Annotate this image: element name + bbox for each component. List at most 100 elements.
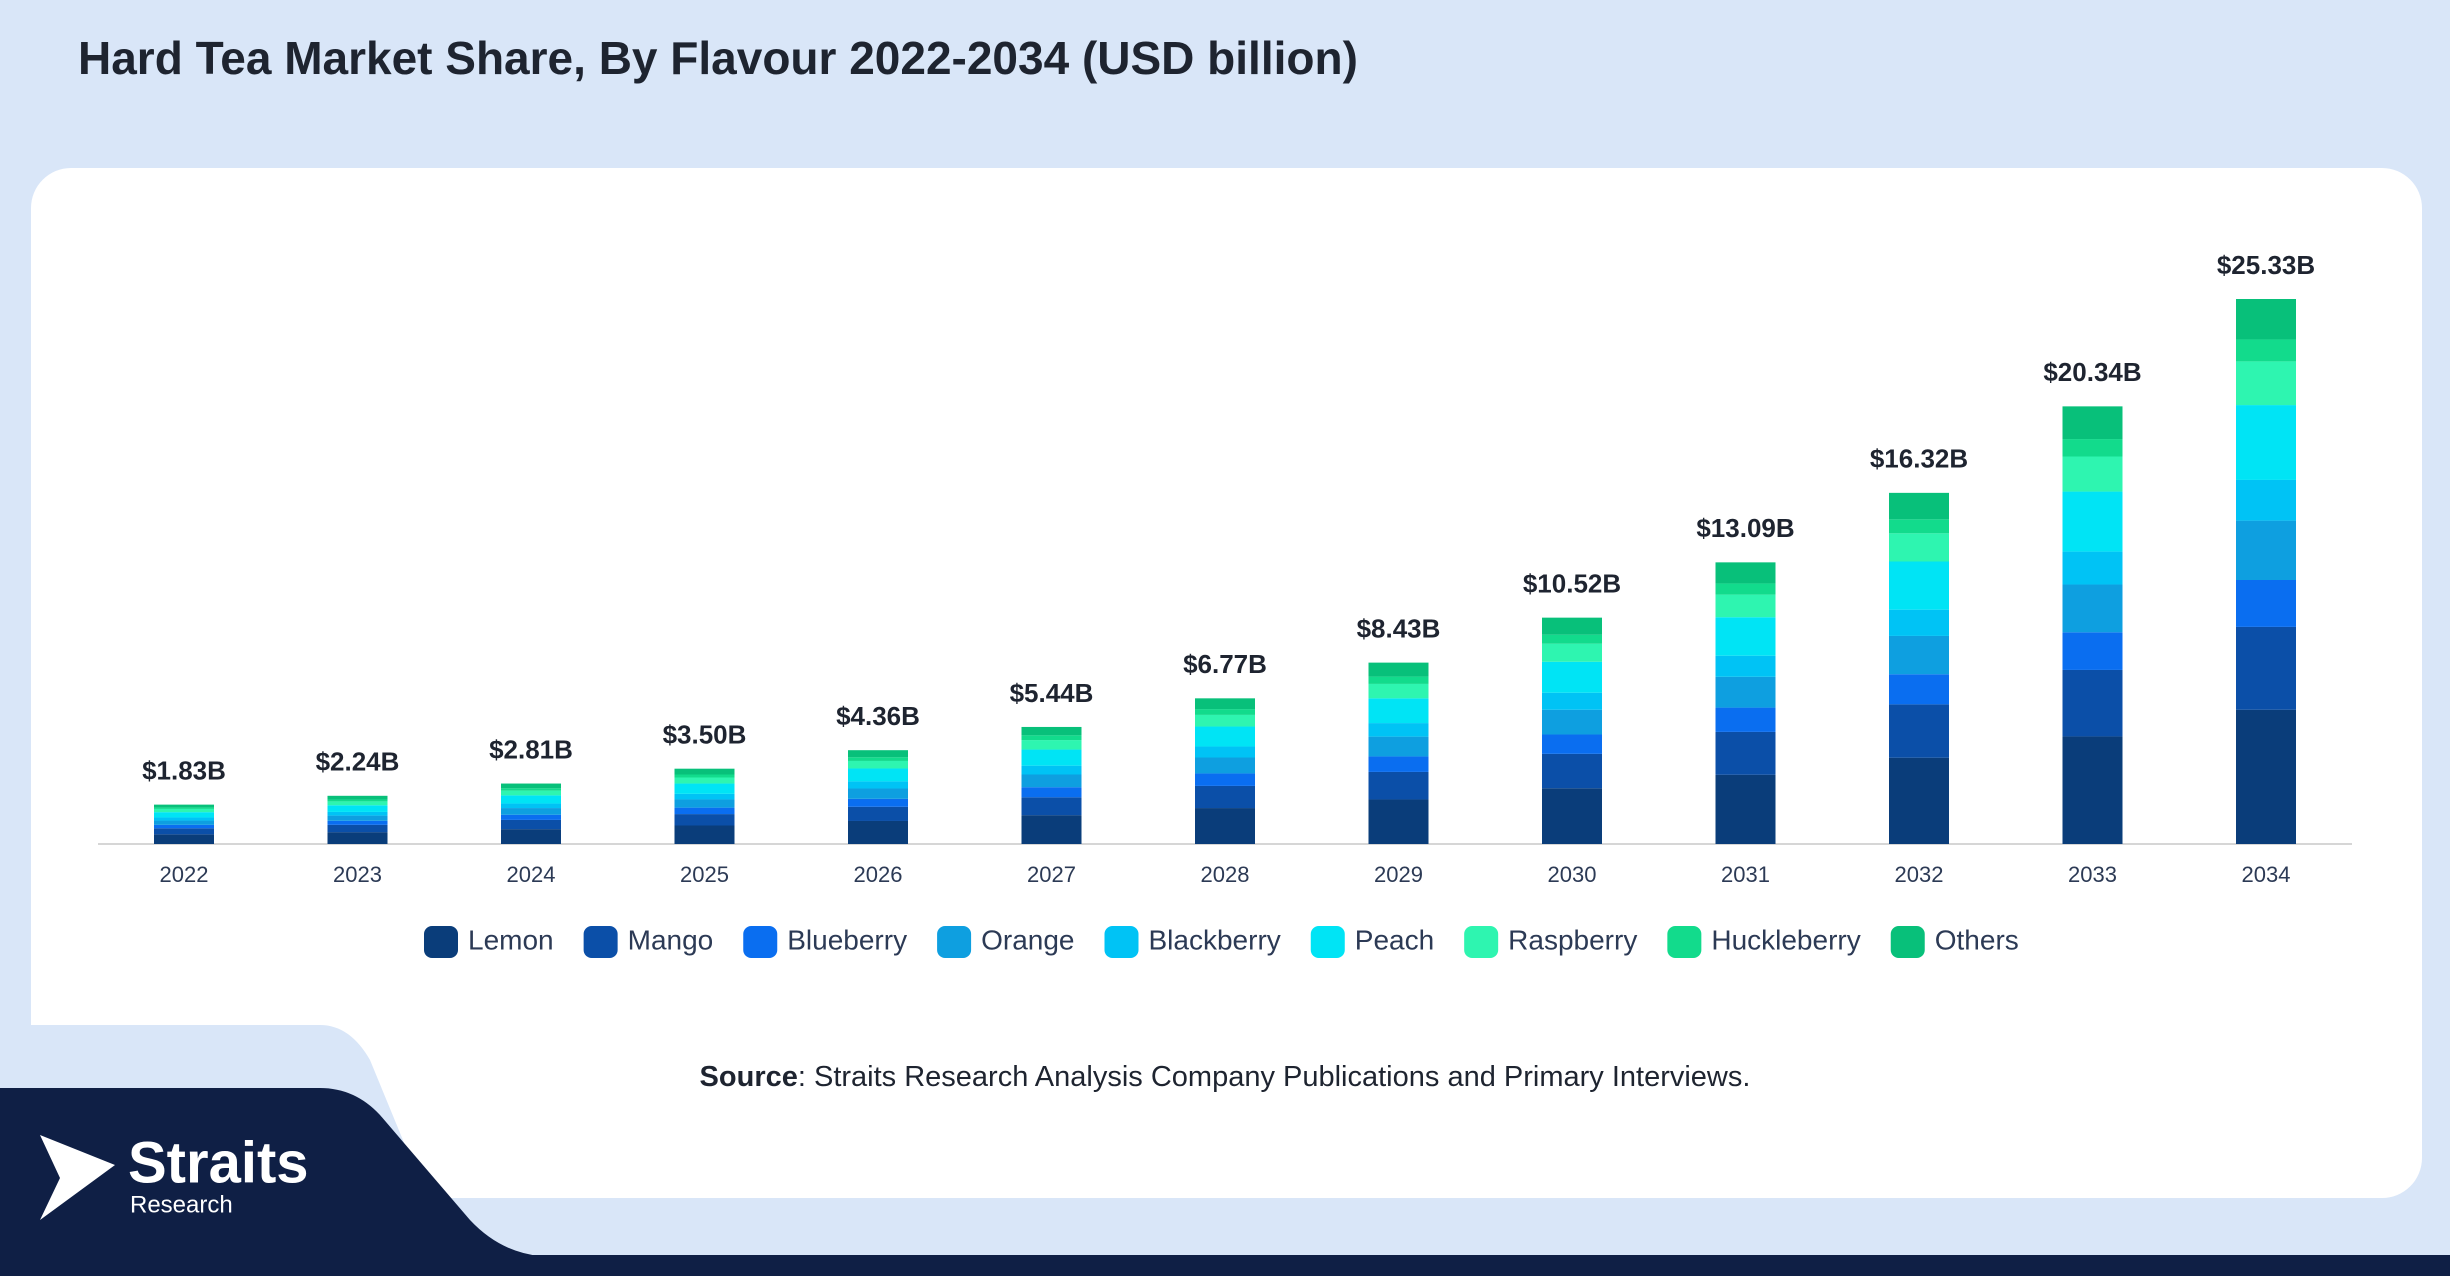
total-label: $3.50B bbox=[663, 720, 747, 750]
bar-segment bbox=[2236, 339, 2296, 362]
bar-segment bbox=[154, 820, 214, 825]
bar-segment bbox=[1195, 808, 1255, 844]
source-label: Source bbox=[700, 1061, 798, 1093]
bar-segment bbox=[848, 788, 908, 799]
total-label: $25.33B bbox=[2217, 250, 2315, 280]
bar-segment bbox=[848, 760, 908, 769]
bar-segment bbox=[1542, 617, 1602, 635]
bar-segment bbox=[1195, 746, 1255, 758]
legend-swatch bbox=[1310, 926, 1345, 958]
bar-segment bbox=[1021, 749, 1082, 766]
bar-segment bbox=[154, 828, 214, 835]
bar-segment bbox=[674, 777, 735, 784]
bar-segment bbox=[674, 774, 735, 778]
bar-segment bbox=[501, 790, 561, 796]
bar-segment bbox=[501, 783, 561, 789]
bar-segment bbox=[327, 815, 388, 821]
bar-segment bbox=[1889, 757, 1949, 844]
bar-segment bbox=[1368, 676, 1429, 684]
bar-segment bbox=[327, 799, 388, 802]
bar-segment bbox=[2236, 520, 2296, 580]
source: Source: Straits Research Analysis Compan… bbox=[700, 1061, 1751, 1093]
bar-segment bbox=[1889, 519, 1949, 534]
bar-segment bbox=[1715, 594, 1776, 618]
total-label: $4.36B bbox=[836, 701, 920, 731]
bar-segment bbox=[674, 783, 735, 794]
total-label: $10.52B bbox=[1523, 569, 1621, 599]
bar-segment bbox=[1889, 609, 1949, 636]
bar-segment bbox=[1021, 815, 1082, 844]
bar-segment bbox=[501, 795, 561, 804]
legend-label: Blueberry bbox=[787, 924, 907, 955]
logo-name: Straits bbox=[128, 1130, 309, 1195]
bar-segment bbox=[1889, 533, 1949, 562]
bar-segment bbox=[848, 768, 908, 782]
legend-swatch bbox=[1890, 926, 1925, 958]
bar-segment bbox=[1195, 757, 1255, 774]
bar-segment bbox=[1542, 634, 1602, 644]
bar-segment bbox=[1368, 683, 1429, 699]
bar-segment bbox=[1715, 655, 1776, 677]
chart-card bbox=[31, 168, 2422, 1198]
bar-segment bbox=[327, 805, 388, 812]
x-tick-label: 2032 bbox=[1895, 862, 1944, 887]
legend-swatch bbox=[743, 926, 778, 958]
bar-segment bbox=[501, 808, 561, 815]
bar-segment bbox=[327, 811, 388, 816]
bar-segment bbox=[1889, 561, 1949, 610]
total-label: $13.09B bbox=[1696, 513, 1794, 543]
bar-segment bbox=[2062, 736, 2123, 844]
bar-segment bbox=[1715, 731, 1776, 775]
legend-swatch bbox=[1104, 926, 1139, 958]
bar-segment bbox=[2236, 579, 2296, 627]
bar-segment bbox=[1715, 707, 1776, 732]
footer-shape bbox=[0, 1088, 2450, 1276]
legend-swatch bbox=[937, 926, 972, 958]
total-label: $2.81B bbox=[489, 734, 573, 764]
bar-segment bbox=[154, 824, 214, 829]
total-label: $2.24B bbox=[316, 747, 400, 777]
source-text: : Straits Research Analysis Company Publ… bbox=[798, 1061, 1751, 1093]
bar-segment bbox=[1021, 774, 1082, 788]
bar-segment bbox=[848, 806, 908, 821]
bar-segment bbox=[848, 781, 908, 789]
bar-segment bbox=[1021, 765, 1082, 775]
total-label: $6.77B bbox=[1183, 649, 1267, 679]
legend-label: Mango bbox=[628, 924, 714, 955]
bar-segment bbox=[1368, 799, 1429, 844]
x-tick-label: 2026 bbox=[854, 862, 903, 887]
bar-segment bbox=[327, 832, 388, 844]
bar-segment bbox=[848, 750, 908, 758]
bar-segment bbox=[1715, 676, 1776, 708]
bar-segment bbox=[501, 803, 561, 809]
bar-segment bbox=[1715, 617, 1776, 656]
bar-segment bbox=[1542, 753, 1602, 789]
x-tick-label: 2022 bbox=[160, 862, 209, 887]
bar-segment bbox=[1021, 787, 1082, 798]
x-tick-label: 2025 bbox=[680, 862, 729, 887]
bar-segment bbox=[2236, 479, 2296, 521]
legend-label: Raspberry bbox=[1508, 924, 1637, 955]
x-tick-label: 2031 bbox=[1721, 862, 1770, 887]
bar-segment bbox=[327, 824, 388, 833]
bar-segment bbox=[2062, 669, 2123, 737]
total-label: $5.44B bbox=[1010, 678, 1094, 708]
bar-segment bbox=[1368, 698, 1429, 724]
x-tick-label: 2033 bbox=[2068, 862, 2117, 887]
bar-segment bbox=[2236, 709, 2296, 844]
bar-segment bbox=[327, 801, 388, 806]
bar-segment bbox=[1542, 692, 1602, 710]
chart-title: Hard Tea Market Share, By Flavour 2022-2… bbox=[78, 32, 1358, 84]
total-label: $1.83B bbox=[142, 756, 226, 786]
x-tick-label: 2024 bbox=[507, 862, 556, 887]
bar-segment bbox=[154, 834, 214, 844]
bar-segment bbox=[848, 798, 908, 807]
bar-segment bbox=[2062, 584, 2123, 633]
bar-segment bbox=[1195, 773, 1255, 786]
bar-segment bbox=[154, 804, 214, 808]
bar-segment bbox=[1542, 788, 1602, 844]
bar-segment bbox=[1542, 643, 1602, 662]
bar-segment bbox=[1195, 726, 1255, 747]
logo-icon bbox=[40, 1135, 115, 1220]
bar-segment bbox=[1889, 704, 1949, 758]
